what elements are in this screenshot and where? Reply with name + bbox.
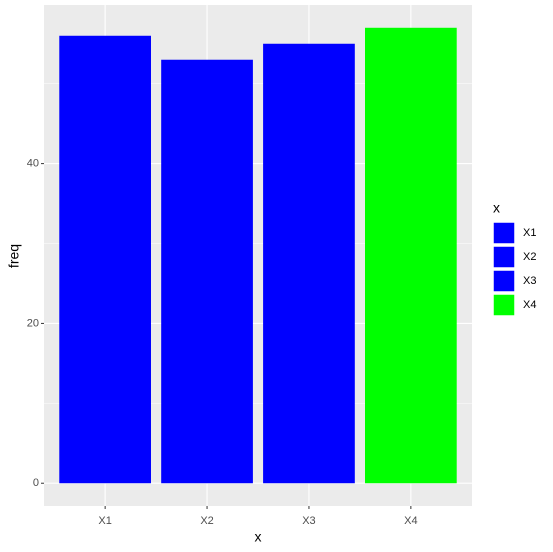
x-tick-label: X4 [404, 515, 417, 527]
y-tick-label: 40 [27, 158, 39, 170]
legend-key [492, 293, 516, 317]
bar [161, 59, 253, 484]
bar [59, 35, 151, 484]
y-tick-label: 0 [33, 477, 39, 489]
x-tick-label: X1 [98, 515, 111, 527]
legend-key [492, 221, 516, 245]
x-tick-label: X2 [200, 515, 213, 527]
bar [365, 27, 457, 484]
x-tick-label: X3 [302, 515, 315, 527]
legend-label: X3 [523, 275, 536, 287]
bar [263, 43, 355, 484]
legend-label: X4 [523, 299, 536, 311]
legend-key [492, 269, 516, 293]
y-tick-label: 20 [27, 317, 39, 329]
y-axis-title: freq [6, 244, 22, 268]
x-axis-title: x [255, 529, 262, 545]
legend-title: x [493, 200, 500, 216]
legend-key [492, 245, 516, 269]
legend-label: X2 [523, 251, 536, 263]
legend-label: X1 [523, 227, 536, 239]
